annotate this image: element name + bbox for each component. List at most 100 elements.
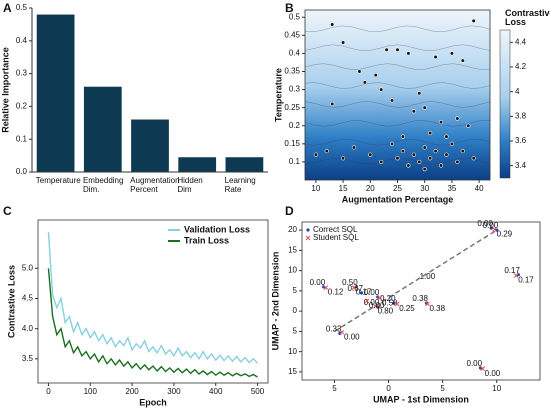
sample-point xyxy=(455,159,460,165)
y-tick-label: 0.1 xyxy=(289,157,301,166)
student-point xyxy=(323,285,329,290)
legend-label: Correct SQL xyxy=(313,225,358,234)
bar xyxy=(178,157,217,172)
x-tick-label: Temperature xyxy=(36,176,81,185)
student-point xyxy=(364,298,370,304)
sample-point xyxy=(466,123,471,128)
x-tick-label: Hidden Dim xyxy=(177,176,205,194)
point-label: 0.00 xyxy=(477,219,493,228)
sample-point xyxy=(428,130,433,136)
y-tick-label: 0.5 xyxy=(289,12,301,21)
y-axis-label: UMAP - 2nd Dimension xyxy=(270,252,280,351)
x-tick-label: 0 xyxy=(386,384,391,393)
sample-point xyxy=(433,148,438,154)
y-axis-label: Relative Importance xyxy=(0,47,10,133)
sample-point xyxy=(351,145,357,150)
bar xyxy=(225,157,264,172)
point-label: 0.29 xyxy=(497,229,513,238)
point-label: 0.38 xyxy=(412,294,428,303)
sample-point xyxy=(433,54,438,60)
trend-label: 1.00 xyxy=(420,272,436,281)
panel-label: A xyxy=(3,1,12,15)
sample-point xyxy=(444,134,449,139)
point-label: 0.12 xyxy=(328,288,344,297)
sample-point xyxy=(400,148,406,154)
sample-point xyxy=(438,120,444,125)
x-tick-label: 15 xyxy=(339,184,348,193)
y-tick-label: 0.15 xyxy=(284,139,300,148)
point-label: 0.17 xyxy=(356,288,372,297)
loss-line xyxy=(47,232,259,364)
colorbar-tick-label: 4.2 xyxy=(515,62,527,71)
y-tick-label: 15 xyxy=(288,245,297,254)
point-label: 0.67 xyxy=(348,284,364,293)
colorbar-tick-label: 3.4 xyxy=(515,161,527,170)
y-tick-label: 0.35 xyxy=(284,67,300,76)
panel-label: C xyxy=(3,204,12,218)
x-tick-label: 200 xyxy=(125,387,139,396)
legend-label: Train Loss xyxy=(184,235,229,245)
y-tick-label: 0 xyxy=(293,306,298,315)
y-tick-label: 0.0 xyxy=(16,167,28,176)
y-axis-label: Temperature xyxy=(273,68,283,122)
sample-point xyxy=(395,47,400,52)
point-label: 0.17 xyxy=(504,266,520,275)
correct-point xyxy=(359,291,364,295)
loss-line xyxy=(47,268,258,378)
sample-point xyxy=(444,152,449,157)
sample-point xyxy=(460,148,465,154)
legend-label: Validation Loss xyxy=(184,224,250,234)
legend-swatch xyxy=(306,228,310,232)
x-tick-label: 500 xyxy=(251,387,265,396)
point-label: 0.00 xyxy=(310,278,326,287)
sample-point xyxy=(428,156,433,161)
y-tick-label: 10 xyxy=(288,347,297,356)
point-label: 0.33 xyxy=(326,325,342,334)
point-label: 0.00 xyxy=(467,359,483,368)
student-point xyxy=(492,226,497,232)
correct-point xyxy=(489,226,493,230)
contour-line xyxy=(304,101,491,108)
sample-point xyxy=(417,159,422,165)
point-label: 0.00 xyxy=(483,221,499,230)
student-point xyxy=(425,301,430,307)
point-label: 0.00 xyxy=(344,332,360,341)
trend-line xyxy=(334,229,498,333)
sample-point xyxy=(471,156,476,161)
x-tick-label: 5 xyxy=(440,384,445,393)
correct-point xyxy=(392,301,396,305)
x-axis-label: Augmentation Percentage xyxy=(342,194,454,204)
y-tick-label: 5 xyxy=(293,326,298,335)
y-tick-label: 5.0 xyxy=(22,263,34,272)
panel-label: B xyxy=(285,1,294,15)
point-label: 0.00 xyxy=(364,288,380,297)
y-tick-label: 0.4 xyxy=(289,49,301,58)
contour-line xyxy=(304,120,491,127)
y-tick-label: 5 xyxy=(293,286,298,295)
sample-point xyxy=(340,156,346,161)
sample-point xyxy=(379,87,384,92)
x-tick-label: Learning Rate xyxy=(225,176,258,194)
student-point xyxy=(377,295,383,301)
sample-point xyxy=(460,58,465,63)
legend-label: Student SQL xyxy=(313,233,359,242)
x-axis-label: Epoch xyxy=(139,397,167,407)
point-label: 0.38 xyxy=(429,304,445,313)
bar xyxy=(36,14,75,173)
y-axis-label: Contrastive Loss xyxy=(6,265,16,338)
x-tick-label: 25 xyxy=(393,184,402,193)
x-tick-label: 10 xyxy=(492,384,501,393)
colorbar-tick-label: 3.6 xyxy=(515,136,527,145)
student-point xyxy=(373,303,378,309)
x-tick-label: 10 xyxy=(311,184,320,193)
sample-point xyxy=(400,134,406,139)
x-tick-label: 40 xyxy=(475,184,484,193)
contour-line xyxy=(304,139,491,146)
x-tick-label: Embedding Dim. xyxy=(83,176,126,194)
x-tick-label: 35 xyxy=(447,184,456,193)
student-point xyxy=(394,301,400,307)
x-tick-label: 300 xyxy=(167,387,181,396)
point-label: 0.17 xyxy=(518,276,534,285)
sample-point xyxy=(389,98,395,103)
